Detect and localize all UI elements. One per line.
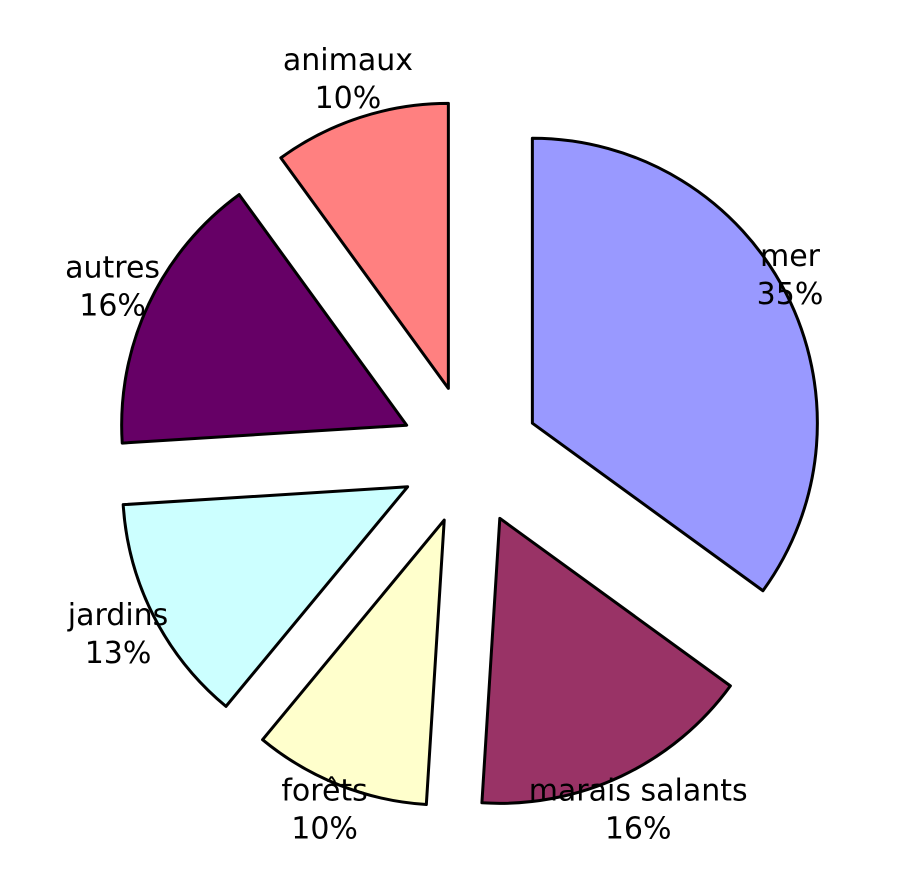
- slice-value: 16%: [79, 288, 146, 323]
- pie-slice: [120, 193, 409, 445]
- slice-label: jardins: [67, 598, 169, 633]
- pie-slice: [121, 485, 410, 708]
- slice-value: 10%: [315, 81, 382, 116]
- pie-slice: [480, 516, 732, 805]
- slice-label: autres: [65, 250, 160, 285]
- slice-label: marais salants: [529, 774, 748, 809]
- slice-value: 10%: [291, 812, 358, 847]
- slice-value: 16%: [605, 812, 672, 847]
- slice-value: 13%: [85, 636, 152, 671]
- pie-slice: [530, 136, 819, 593]
- slice-value: 35%: [757, 277, 824, 312]
- pie-slice: [279, 101, 450, 390]
- slice-label: forêts: [281, 774, 367, 809]
- pie-slice: [261, 518, 446, 807]
- slice-label: animaux: [283, 43, 413, 78]
- slice-label: mer: [760, 239, 821, 274]
